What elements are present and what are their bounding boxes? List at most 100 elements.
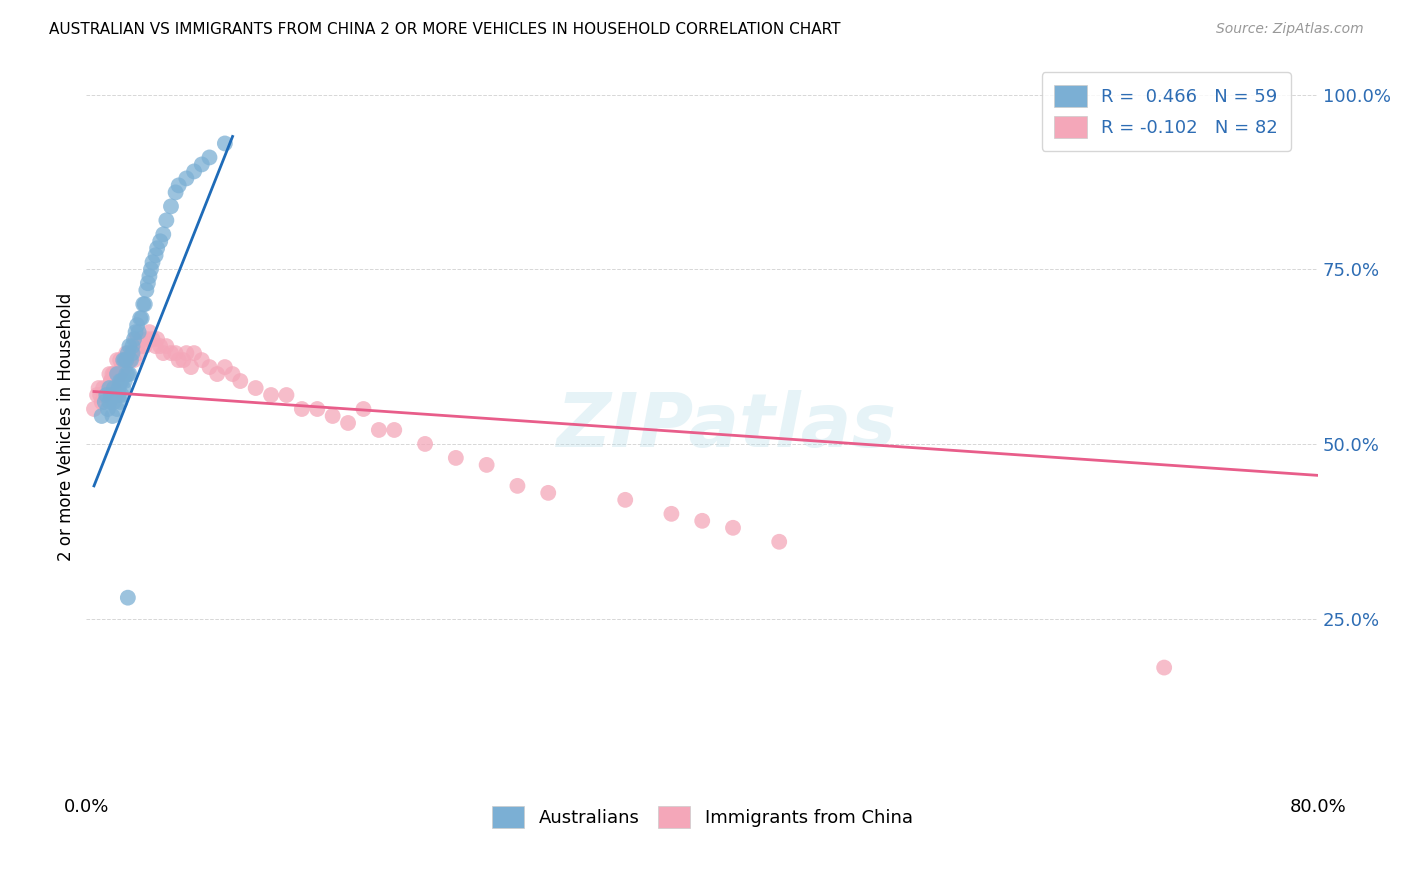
Point	[112, 353, 135, 368]
Point	[105, 353, 128, 368]
Point	[117, 367, 139, 381]
Point	[134, 339, 156, 353]
Point	[134, 297, 156, 311]
Point	[105, 374, 128, 388]
Point	[614, 492, 637, 507]
Point	[98, 381, 121, 395]
Point	[149, 235, 172, 249]
Point	[103, 381, 125, 395]
Point	[191, 157, 214, 171]
Point	[382, 423, 405, 437]
Point	[129, 311, 152, 326]
Point	[83, 402, 105, 417]
Point	[176, 346, 198, 360]
Point	[105, 367, 128, 381]
Point	[155, 213, 177, 227]
Point	[205, 367, 228, 381]
Point	[132, 297, 155, 311]
Point	[367, 423, 389, 437]
Point	[160, 346, 183, 360]
Point	[96, 388, 118, 402]
Point	[146, 332, 169, 346]
Point	[322, 409, 344, 423]
Point	[183, 346, 205, 360]
Point	[167, 353, 190, 368]
Point	[139, 262, 162, 277]
Point	[138, 325, 160, 339]
Point	[111, 360, 134, 375]
Point	[117, 353, 139, 368]
Point	[291, 402, 314, 417]
Point	[112, 381, 135, 395]
Point	[124, 325, 146, 339]
Point	[198, 150, 221, 164]
Point	[111, 374, 134, 388]
Point	[214, 360, 236, 375]
Point	[104, 388, 127, 402]
Point	[122, 332, 145, 346]
Point	[121, 346, 143, 360]
Point	[114, 374, 136, 388]
Point	[103, 395, 125, 409]
Point	[89, 388, 111, 402]
Point	[160, 199, 183, 213]
Point	[114, 353, 136, 368]
Point	[127, 339, 149, 353]
Point	[111, 388, 134, 402]
Point	[117, 591, 139, 605]
Point	[103, 367, 125, 381]
Point	[221, 367, 243, 381]
Point	[180, 360, 202, 375]
Point	[118, 353, 141, 368]
Point	[165, 346, 187, 360]
Point	[115, 353, 138, 368]
Point	[103, 381, 125, 395]
Point	[413, 437, 436, 451]
Point	[337, 416, 360, 430]
Point	[167, 178, 190, 193]
Point	[141, 255, 163, 269]
Point	[131, 311, 153, 326]
Point	[260, 388, 283, 402]
Point	[100, 374, 122, 388]
Point	[172, 353, 194, 368]
Point	[127, 318, 149, 333]
Point	[138, 269, 160, 284]
Point	[108, 353, 131, 368]
Point	[165, 186, 187, 200]
Point	[176, 171, 198, 186]
Point	[98, 395, 121, 409]
Point	[506, 479, 529, 493]
Legend: Australians, Immigrants from China: Australians, Immigrants from China	[485, 799, 920, 836]
Point	[114, 360, 136, 375]
Point	[91, 381, 114, 395]
Point	[86, 388, 108, 402]
Point	[98, 367, 121, 381]
Point	[94, 395, 117, 409]
Point	[101, 367, 124, 381]
Point	[661, 507, 683, 521]
Point	[107, 367, 129, 381]
Point	[98, 381, 121, 395]
Point	[118, 339, 141, 353]
Point	[94, 388, 117, 402]
Point	[100, 374, 122, 388]
Point	[90, 395, 112, 409]
Point	[104, 367, 127, 381]
Point	[105, 402, 128, 417]
Point	[117, 346, 139, 360]
Point	[276, 388, 298, 402]
Point	[131, 339, 153, 353]
Point	[101, 409, 124, 423]
Point	[118, 367, 141, 381]
Point	[107, 388, 129, 402]
Point	[120, 353, 142, 368]
Text: ZIPatlas: ZIPatlas	[557, 390, 897, 463]
Point	[115, 367, 138, 381]
Point	[136, 332, 159, 346]
Point	[1153, 660, 1175, 674]
Point	[128, 346, 150, 360]
Point	[690, 514, 713, 528]
Point	[121, 346, 143, 360]
Point	[183, 164, 205, 178]
